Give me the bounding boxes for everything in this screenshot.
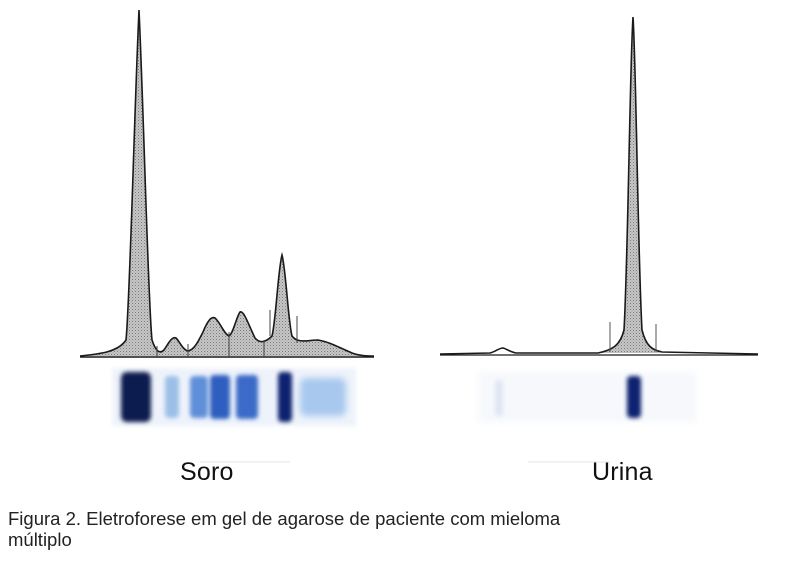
urine-gel-background	[478, 372, 696, 422]
caption-line-2: múltiplo	[8, 529, 72, 550]
serum-gel-strip	[112, 368, 356, 426]
urine-band-bence-jones	[627, 376, 641, 418]
serum-band-m-spike	[278, 372, 292, 422]
serum-band-beta2	[236, 375, 258, 419]
serum-fraction-dividers	[156, 310, 298, 357]
serum-band-gamma	[300, 378, 346, 416]
serum-band-alpha2	[190, 376, 208, 418]
serum-trace-line	[79, 9, 375, 357]
serum-densitometry-trace	[79, 9, 375, 358]
urine-densitometry-trace	[439, 16, 759, 356]
urine-fraction-dividers	[609, 322, 657, 352]
urine-panel-label: Urina	[592, 458, 653, 486]
serum-trace-fill	[80, 10, 374, 356]
serum-band-beta1	[210, 375, 230, 419]
figure-caption: Figura 2. Eletroforese em gel de agarose…	[8, 508, 798, 550]
caption-line-1: Figura 2. Eletroforese em gel de agarose…	[8, 508, 561, 529]
serum-band-alpha1	[165, 376, 179, 418]
serum-panel-label: Soro	[180, 458, 234, 486]
urine-trace-line	[439, 16, 759, 355]
urine-trace-fill	[600, 17, 660, 353]
urine-gel-strip	[478, 372, 696, 422]
urine-band-light-protein	[495, 380, 503, 416]
serum-band-albumin	[121, 372, 151, 422]
